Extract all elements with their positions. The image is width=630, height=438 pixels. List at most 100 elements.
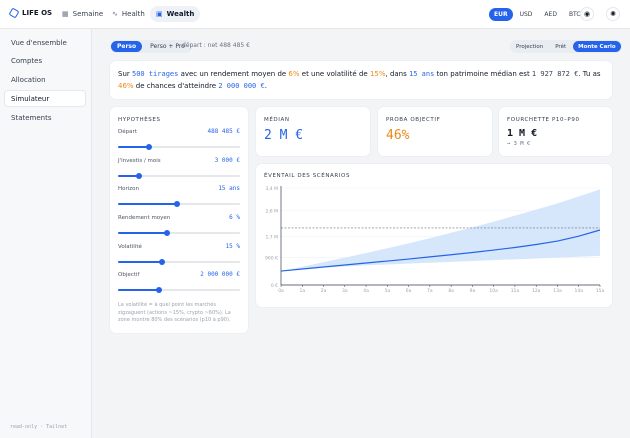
- hexagon-icon: [8, 7, 20, 19]
- param-slider[interactable]: [118, 259, 240, 265]
- x-tick-label: 4a: [363, 288, 369, 294]
- x-tick-label: 6a: [406, 288, 412, 294]
- sidebar: Vue d'ensemble Comptes Allocation Simula…: [0, 29, 92, 438]
- slider-thumb[interactable]: [163, 230, 170, 236]
- param-value: 6 %: [229, 214, 240, 221]
- x-tick-label: 10a: [489, 288, 498, 294]
- visibility-button[interactable]: ◉: [580, 7, 594, 21]
- summary-card: Sur 500 tirages avec un rendement moyen …: [110, 61, 612, 99]
- tab-semaine[interactable]: ▦ Semaine: [56, 6, 109, 22]
- slider-thumb[interactable]: [158, 259, 165, 265]
- tab-health[interactable]: ∿ Health: [106, 6, 151, 22]
- slider-thumb[interactable]: [145, 144, 152, 150]
- calendar-icon: ▦: [62, 10, 69, 18]
- y-tick-label: 2,6 M: [266, 209, 279, 215]
- currency-eur[interactable]: EUR: [489, 8, 513, 21]
- param-value: 488 485 €: [207, 128, 240, 135]
- param-label: Départ: [118, 129, 137, 135]
- range-card: Fourchette P10–P90 1 M € → 3 M €: [499, 107, 612, 156]
- x-tick-label: 7a: [427, 288, 433, 294]
- tab-wealth[interactable]: ▣ Wealth: [150, 6, 201, 22]
- scope-switch: Perso Perso + Pro: [110, 40, 192, 53]
- tab-label: Wealth: [166, 10, 195, 18]
- sidebar-item-overview[interactable]: Vue d'ensemble: [11, 38, 67, 47]
- median-card: Médian 2 M €: [256, 107, 370, 156]
- slider-fill: [118, 232, 167, 234]
- starting-net-worth: départ : net 488 485 €: [182, 42, 250, 49]
- summary-text: de chances d'atteindre: [133, 82, 219, 90]
- wallet-icon: ▣: [156, 10, 163, 18]
- sidebar-item-simulateur[interactable]: Simulateur: [5, 91, 85, 106]
- view-monte-carlo[interactable]: Monte Carlo: [573, 41, 621, 52]
- sidebar-footer: read-only · Tailnet: [10, 424, 68, 430]
- summary-target: 2 000 000 €: [218, 82, 265, 90]
- sidebar-item-statements[interactable]: Statements: [11, 113, 52, 122]
- x-tick-label: 13a: [553, 288, 562, 294]
- x-tick-label: 12a: [532, 288, 541, 294]
- x-tick-label: 9a: [470, 288, 476, 294]
- view-projection[interactable]: Projection: [516, 43, 544, 50]
- hypotheses-title: Hypothèses: [118, 117, 161, 123]
- slider-thumb[interactable]: [156, 287, 163, 293]
- y-tick-label: 3,4 M: [266, 186, 279, 192]
- summary-text: . Tu as: [578, 70, 601, 78]
- param-slider[interactable]: [118, 201, 240, 207]
- currency-btc[interactable]: BTC: [568, 11, 581, 18]
- slider-fill: [118, 175, 139, 177]
- param-slider[interactable]: [118, 173, 240, 179]
- param-slider[interactable]: [118, 287, 240, 293]
- param-label: Horizon: [118, 186, 140, 192]
- slider-fill: [118, 261, 162, 263]
- scenario-chart: 0 € 960 K 1,7 M 2,6 M 3,4 M 0a 1a 2a 3a 4a 5a 6a 7a 8…: [265, 186, 604, 294]
- currency-switch: EUR USD AED BTC: [489, 7, 586, 22]
- range-label: Fourchette P10–P90: [507, 117, 580, 123]
- summary-text: ton patrimoine médian est: [434, 70, 532, 78]
- param-value: 15 ans: [218, 185, 240, 192]
- summary-text: .: [264, 82, 267, 90]
- param-slider[interactable]: [118, 144, 240, 150]
- x-tick-label: 5a: [385, 288, 391, 294]
- probability-value: 46%: [386, 128, 410, 143]
- chart-title: Éventail des scénarios: [264, 173, 351, 179]
- x-tick-label: 11a: [511, 288, 520, 294]
- param-label: Rendement moyen: [118, 215, 171, 221]
- summary-text: , dans: [385, 70, 409, 78]
- mode-perso[interactable]: Perso: [111, 41, 143, 52]
- summary-return: 6%: [288, 70, 300, 78]
- p10-p90-band: [281, 189, 600, 272]
- param-label: J'investis / mois: [118, 158, 161, 164]
- currency-usd[interactable]: USD: [519, 11, 533, 18]
- summary-text: et une volatilité de: [299, 70, 370, 78]
- param-value: 3 000 €: [214, 157, 240, 164]
- probability-label: Proba objectif: [386, 117, 441, 123]
- tab-label: Health: [121, 10, 145, 18]
- slider-fill: [118, 146, 149, 148]
- param-slider[interactable]: [118, 230, 240, 236]
- hypotheses-card: Hypothèses Départ 488 485 € J'investis / m…: [110, 107, 248, 333]
- x-tick-label: 8a: [448, 288, 454, 294]
- summary-duration: 15 ans: [409, 70, 435, 78]
- range-low-value: 1 M €: [507, 128, 538, 139]
- slider-thumb[interactable]: [173, 201, 180, 207]
- sidebar-item-comptes[interactable]: Comptes: [11, 56, 43, 65]
- slider-thumb[interactable]: [135, 173, 142, 179]
- x-tick-label: 14a: [574, 288, 583, 294]
- app-logo[interactable]: LIFE OS: [8, 7, 52, 19]
- param-value: 15 %: [225, 243, 240, 250]
- currency-aed[interactable]: AED: [544, 11, 557, 18]
- theme-button[interactable]: ✺: [606, 7, 620, 21]
- summary-text: Sur: [118, 70, 132, 78]
- mode-perso-pro[interactable]: Perso + Pro: [150, 43, 185, 50]
- palette-icon: ✺: [610, 10, 616, 18]
- tab-label: Semaine: [72, 10, 104, 18]
- sidebar-item-allocation[interactable]: Allocation: [11, 75, 46, 84]
- slider-fill: [118, 203, 177, 205]
- y-tick-label: 960 K: [265, 255, 279, 261]
- y-tick-label: 0 €: [271, 283, 278, 289]
- x-tick-label: 1a: [299, 288, 305, 294]
- slider-fill: [118, 289, 160, 291]
- probability-card: Proba objectif 46%: [378, 107, 492, 156]
- x-tick-label: 3a: [342, 288, 348, 294]
- view-pret[interactable]: Prêt: [555, 43, 567, 50]
- median-label: Médian: [264, 117, 290, 123]
